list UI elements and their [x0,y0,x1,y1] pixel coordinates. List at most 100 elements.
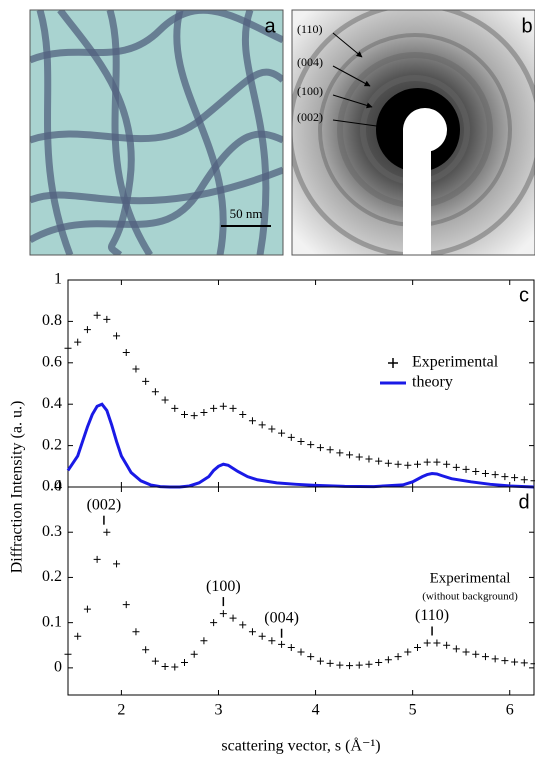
y-tick-label: 1 [54,271,62,288]
data-point [123,349,130,356]
data-point [501,657,508,664]
data-line [68,404,534,487]
data-point [463,466,470,473]
data-point [152,388,159,395]
annotation: (002) [87,496,122,513]
data-point [336,449,343,456]
data-point [162,397,169,404]
data-point [230,615,237,622]
data-point [191,412,198,419]
data-point [453,464,460,471]
scale-bar-label: 50 nm [230,206,263,221]
diffraction-image [290,5,535,260]
panel-label: a [264,15,276,37]
x-tick-label: 5 [409,702,417,719]
data-point [142,378,149,385]
x-tick-label: 6 [506,702,514,719]
data-point [463,649,470,656]
data-point [278,641,285,648]
data-point [307,653,314,660]
data-point [210,405,217,412]
y-tick-label: 0.2 [42,436,62,453]
data-point [65,651,72,658]
data-point [404,462,411,469]
data-point [84,326,91,333]
data-point [482,653,489,660]
data-point [278,430,285,437]
data-point [531,660,535,667]
data-point [94,312,101,319]
data-point [346,451,353,458]
data-point [200,409,207,416]
data-point [317,444,324,451]
data-point [249,628,256,635]
annotation: (100) [206,578,241,595]
data-point [249,417,256,424]
y-axis-label: Diffraction Intensity (a. u.) [9,401,26,574]
data-point [268,637,275,644]
y-tick-label: 0.6 [42,353,62,370]
data-point [327,446,334,453]
data-point [103,316,110,323]
data-point [472,651,479,658]
data-point [356,662,363,669]
data-point [346,662,353,669]
x-tick-label: 2 [117,702,125,719]
data-point [501,473,508,480]
data-point [103,529,110,536]
data-point [511,474,518,481]
ring-label: (002) [297,110,323,124]
data-point [181,411,188,418]
data-point [239,411,246,418]
panel-label: d [518,491,529,513]
data-point [414,461,421,468]
annotation: (110) [415,607,449,624]
y-tick-label: 0.8 [42,312,62,329]
data-point [395,461,402,468]
plot-frame [68,280,534,487]
data-point [424,640,431,647]
data-point [288,434,295,441]
data-point [171,663,178,670]
data-point [152,658,159,665]
x-axis-label: scattering vector, s (Å⁻¹) [221,737,380,755]
data-point [521,659,528,666]
data-point [492,471,499,478]
ring-label: (100) [297,84,323,98]
data-point [123,601,130,608]
data-point [482,470,489,477]
data-point [385,656,392,663]
data-point [132,366,139,373]
data-point [492,655,499,662]
data-point [259,633,266,640]
data-point [356,453,363,460]
data-point [74,339,81,346]
data-point [84,606,91,613]
data-point [132,628,139,635]
data-point [531,477,535,484]
y-tick-label: 0 [54,659,62,676]
x-tick-label: 4 [312,702,320,719]
data-point [230,405,237,412]
data-point [385,460,392,467]
data-point [375,458,382,465]
legend-label: Experimental [430,570,511,586]
y-tick-label: 0.4 [42,395,62,412]
data-point [472,468,479,475]
data-point [375,659,382,666]
data-point [327,660,334,667]
data-point [453,645,460,652]
data-point [433,640,440,647]
data-point [268,426,275,433]
y-tick-label: 0.3 [42,523,62,540]
y-tick-label: 0.1 [42,613,62,630]
annotation: (004) [264,609,299,626]
legend-marker [388,358,398,368]
data-point [365,456,372,463]
data-point [113,560,120,567]
data-point [414,644,421,651]
data-point [298,649,305,656]
data-point [210,619,217,626]
data-point [443,461,450,468]
legend-label: Experimental [412,354,499,371]
